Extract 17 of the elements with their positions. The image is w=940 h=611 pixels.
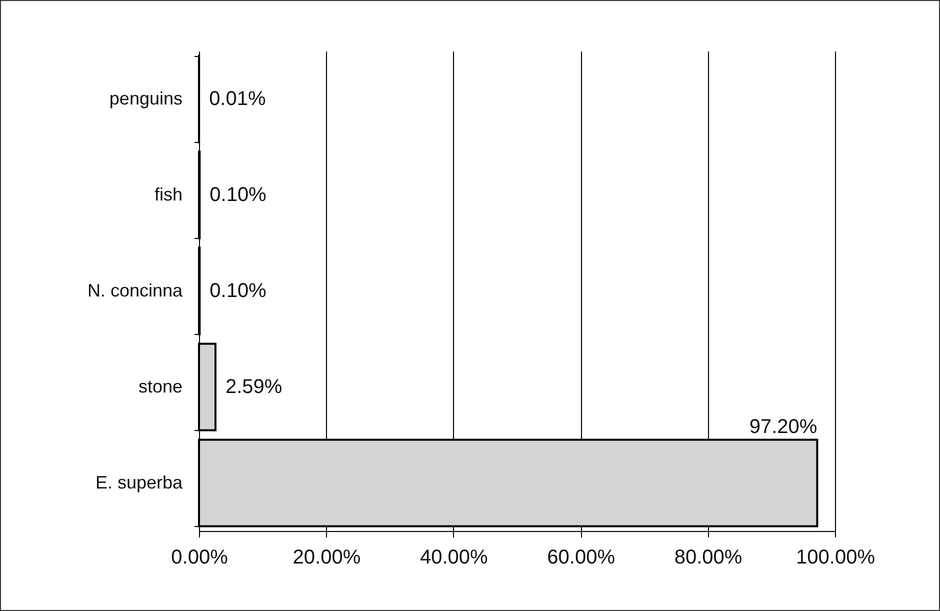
data-label: 2.59% <box>225 376 282 398</box>
x-tick-label: 60.00% <box>547 546 616 568</box>
data-label: 97.20% <box>749 416 818 438</box>
data-label: 0.01% <box>209 88 266 110</box>
bar <box>198 342 216 432</box>
x-tick-label: 0.00% <box>171 546 228 568</box>
y-tick-label: fish <box>154 184 182 204</box>
data-label: 0.10% <box>210 280 267 302</box>
y-tick-label: N. concinna <box>87 280 184 300</box>
x-tick-label: 40.00% <box>420 546 488 568</box>
y-tick-label: E. superba <box>95 472 184 492</box>
x-tick-label: 80.00% <box>674 546 742 568</box>
x-tick-label: 20.00% <box>292 546 361 568</box>
data-label: 0.10% <box>210 184 267 206</box>
y-tick-label: penguins <box>109 88 182 108</box>
x-tick-label: 100.00% <box>796 546 876 568</box>
y-tick-label: stone <box>138 376 182 396</box>
